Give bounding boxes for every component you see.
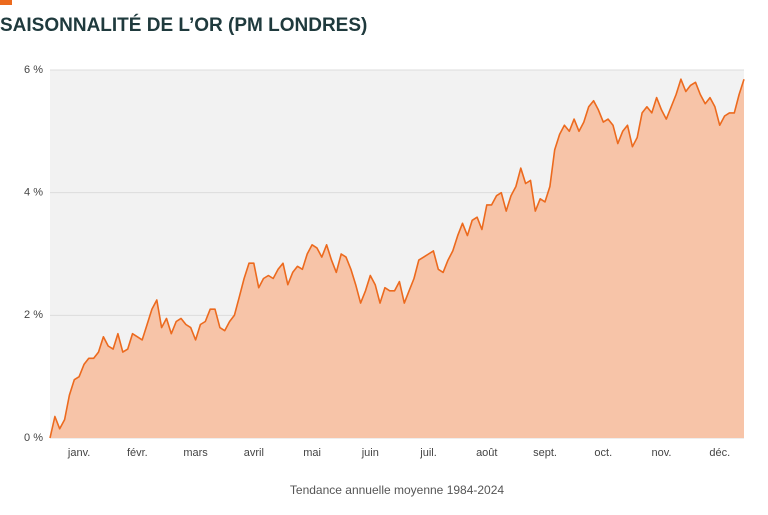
area [50, 79, 744, 438]
x-tick-label: juil. [419, 447, 437, 459]
x-tick-label: mai [303, 447, 321, 459]
y-tick-label: 0 % [24, 432, 43, 444]
x-axis-label: Tendance annuelle moyenne 1984-2024 [290, 483, 504, 497]
y-tick-label: 6 % [24, 64, 43, 76]
x-tick-label: mars [183, 447, 208, 459]
x-tick-label: déc. [709, 447, 730, 459]
line [49, 78, 745, 439]
x-tick-label: avril [244, 447, 264, 459]
x-tick-label: août [476, 447, 497, 459]
x-tick-label: sept. [533, 447, 557, 459]
x-tick-label: oct. [594, 447, 612, 459]
x-tick-label: janv. [67, 447, 90, 459]
logo-mark [0, 0, 12, 5]
x-tick-label: févr. [127, 447, 148, 459]
x-tick-label: nov. [652, 447, 672, 459]
y-tick-label: 2 % [24, 309, 43, 321]
chart-title: SAISONNALITÉ DE L’OR (PM LONDRES) [0, 14, 367, 36]
x-tick-label: juin [361, 447, 379, 459]
y-tick-label: 4 % [24, 187, 43, 199]
